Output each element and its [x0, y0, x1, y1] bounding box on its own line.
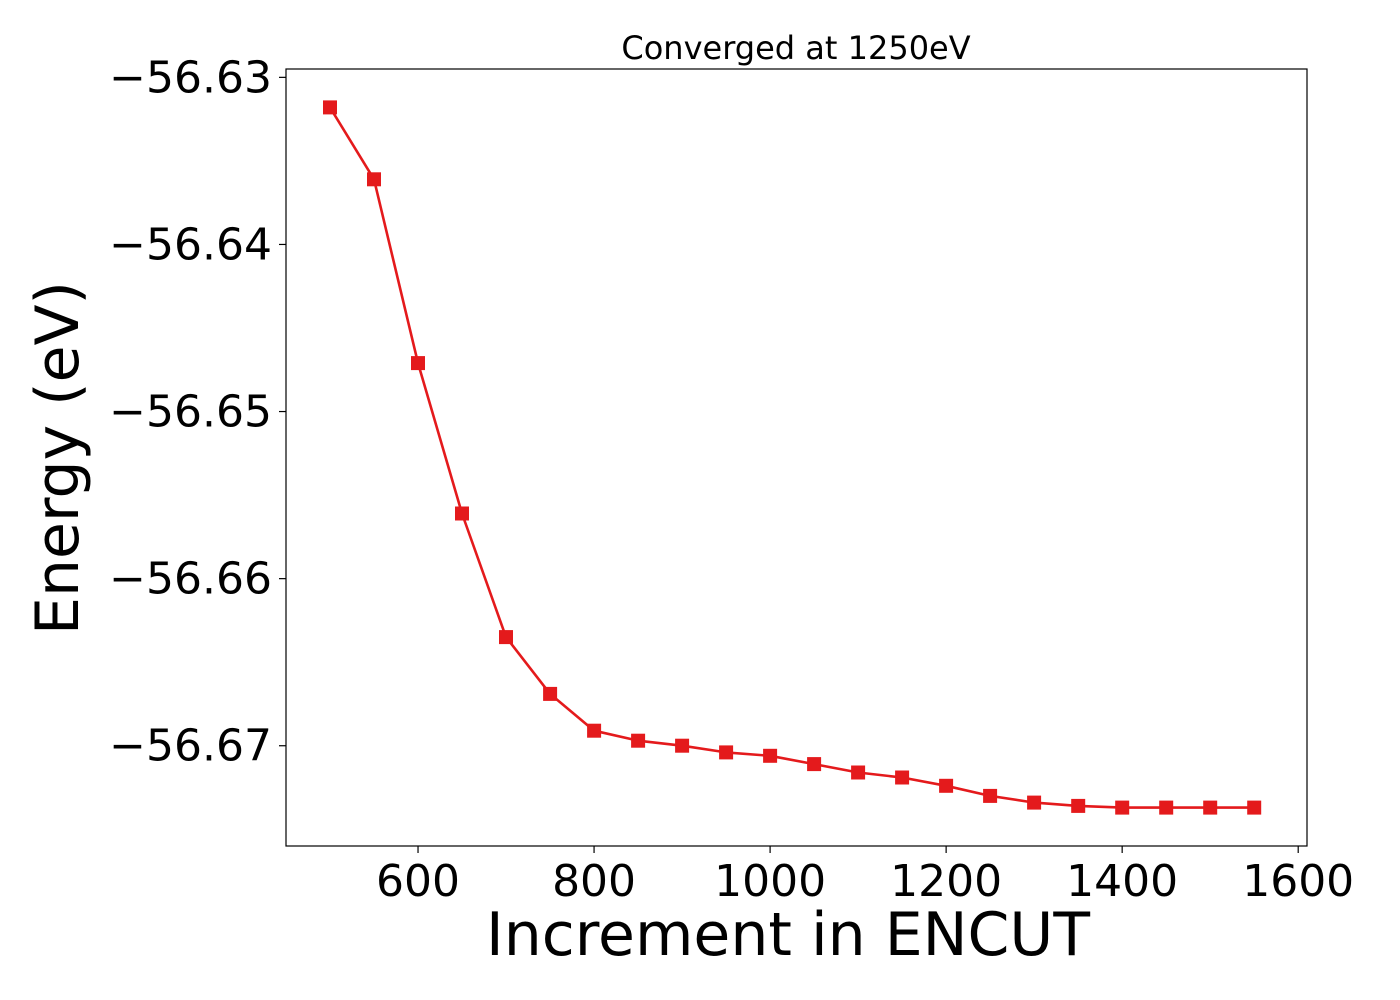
- data-point: [543, 686, 558, 701]
- series-line: [328, 106, 1255, 809]
- series-layer: [323, 100, 1262, 815]
- plot-area: [285, 68, 1308, 847]
- x-tick-label: 1000: [714, 856, 826, 907]
- data-point: [719, 745, 734, 760]
- y-tick-label: −56.67: [109, 721, 272, 772]
- y-tick-label: −56.63: [109, 52, 272, 103]
- x-tick-label: 1200: [890, 856, 1002, 907]
- data-point: [1159, 800, 1174, 815]
- data-point: [499, 630, 513, 645]
- x-tick-label: 800: [552, 856, 636, 907]
- data-point: [1027, 795, 1042, 810]
- data-point: [631, 733, 646, 748]
- y-tick-label: −56.64: [109, 219, 272, 270]
- y-axis-title: Energy (eV): [23, 281, 93, 635]
- chart-title: Converged at 1250eV: [621, 29, 970, 67]
- x-axis: 600 800 1000 1200 1400 1600: [376, 846, 1354, 907]
- y-tick-label: −56.65: [109, 387, 272, 438]
- data-point: [1247, 800, 1262, 815]
- x-axis-title: Increment in ENCUT: [486, 900, 1090, 970]
- data-point: [411, 356, 425, 371]
- data-point: [851, 765, 866, 780]
- data-point: [675, 738, 690, 753]
- y-axis: −56.63 −56.64 −56.65 −56.66 −56.67: [109, 52, 286, 772]
- x-tick-label: 1400: [1066, 856, 1178, 907]
- data-point: [1115, 800, 1130, 815]
- x-tick-label: 600: [376, 856, 460, 907]
- data-point: [1071, 798, 1086, 813]
- data-point: [895, 770, 910, 785]
- data-point: [455, 506, 469, 521]
- data-point: [939, 778, 954, 793]
- data-point: [807, 757, 822, 772]
- data-point: [587, 723, 602, 738]
- data-point: [367, 172, 381, 187]
- x-tick-label: 1600: [1242, 856, 1354, 907]
- data-point: [983, 788, 998, 803]
- data-point: [323, 100, 337, 115]
- y-tick-label: −56.66: [109, 554, 272, 605]
- data-point: [763, 748, 778, 763]
- plot-frame: [285, 68, 1308, 847]
- data-point: [1203, 800, 1218, 815]
